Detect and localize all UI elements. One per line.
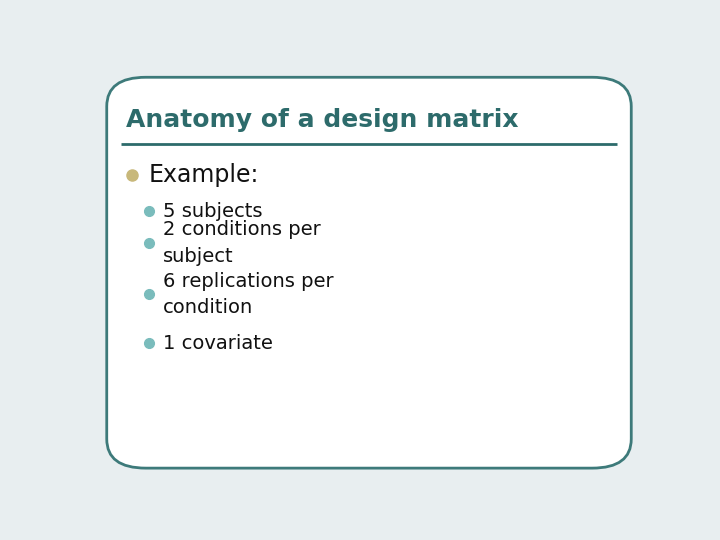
Text: 5 subjects: 5 subjects bbox=[163, 201, 262, 221]
Text: 1 covariate: 1 covariate bbox=[163, 334, 272, 353]
Text: Example:: Example: bbox=[148, 163, 259, 187]
FancyBboxPatch shape bbox=[107, 77, 631, 468]
Text: 2 conditions per
subject: 2 conditions per subject bbox=[163, 220, 320, 266]
Text: Anatomy of a design matrix: Anatomy of a design matrix bbox=[126, 109, 519, 132]
Text: 6 replications per
condition: 6 replications per condition bbox=[163, 272, 333, 317]
